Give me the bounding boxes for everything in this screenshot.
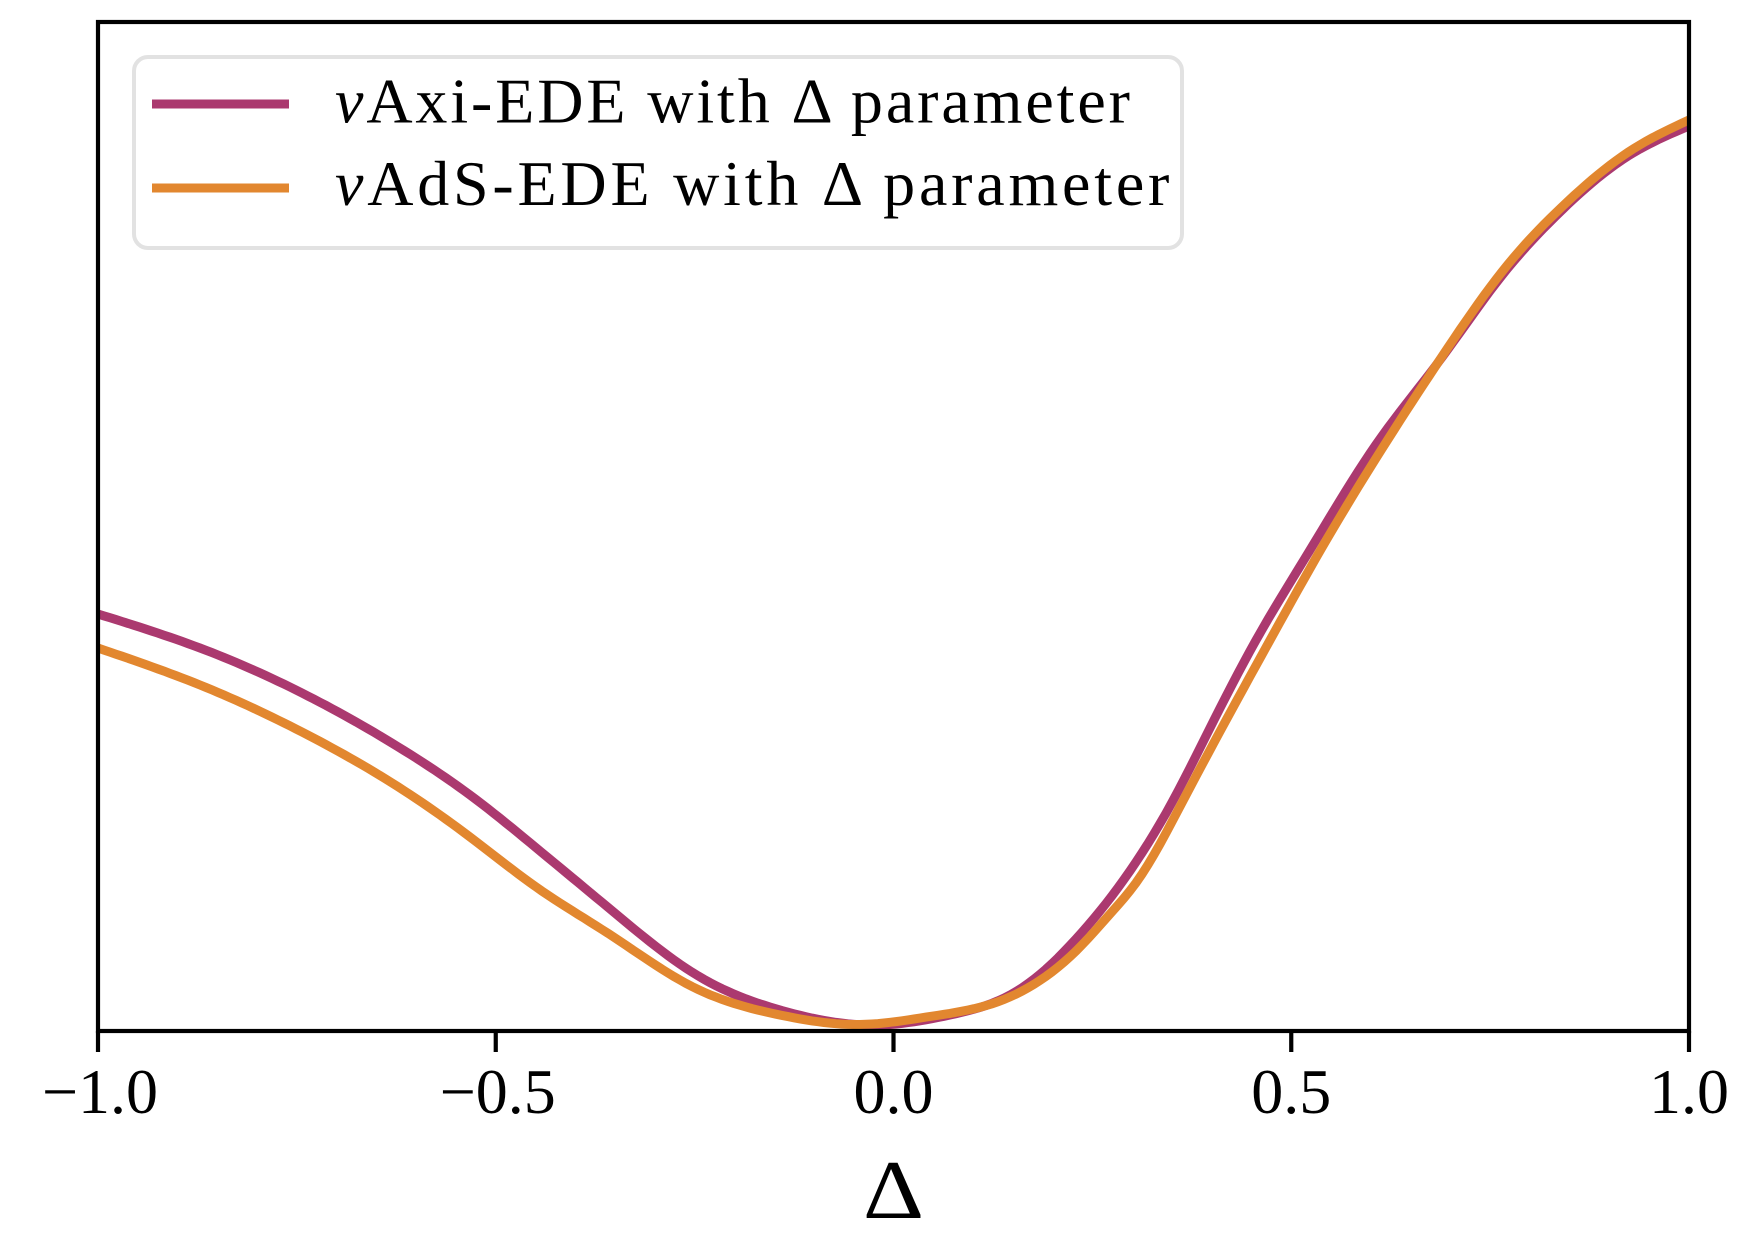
svg-text:−0.5: −0.5	[440, 1056, 556, 1127]
svg-text:νAxi-EDE with Δ parameter: νAxi-EDE with Δ parameter	[335, 66, 1133, 137]
svg-text:Δ: Δ	[863, 1144, 924, 1237]
svg-text:1.0: 1.0	[1649, 1056, 1729, 1127]
svg-text:νAdS-EDE with Δ parameter: νAdS-EDE with Δ parameter	[335, 148, 1173, 219]
svg-text:−1.0: −1.0	[42, 1056, 158, 1127]
svg-text:0.5: 0.5	[1251, 1056, 1331, 1127]
svg-text:0.0: 0.0	[854, 1056, 934, 1127]
